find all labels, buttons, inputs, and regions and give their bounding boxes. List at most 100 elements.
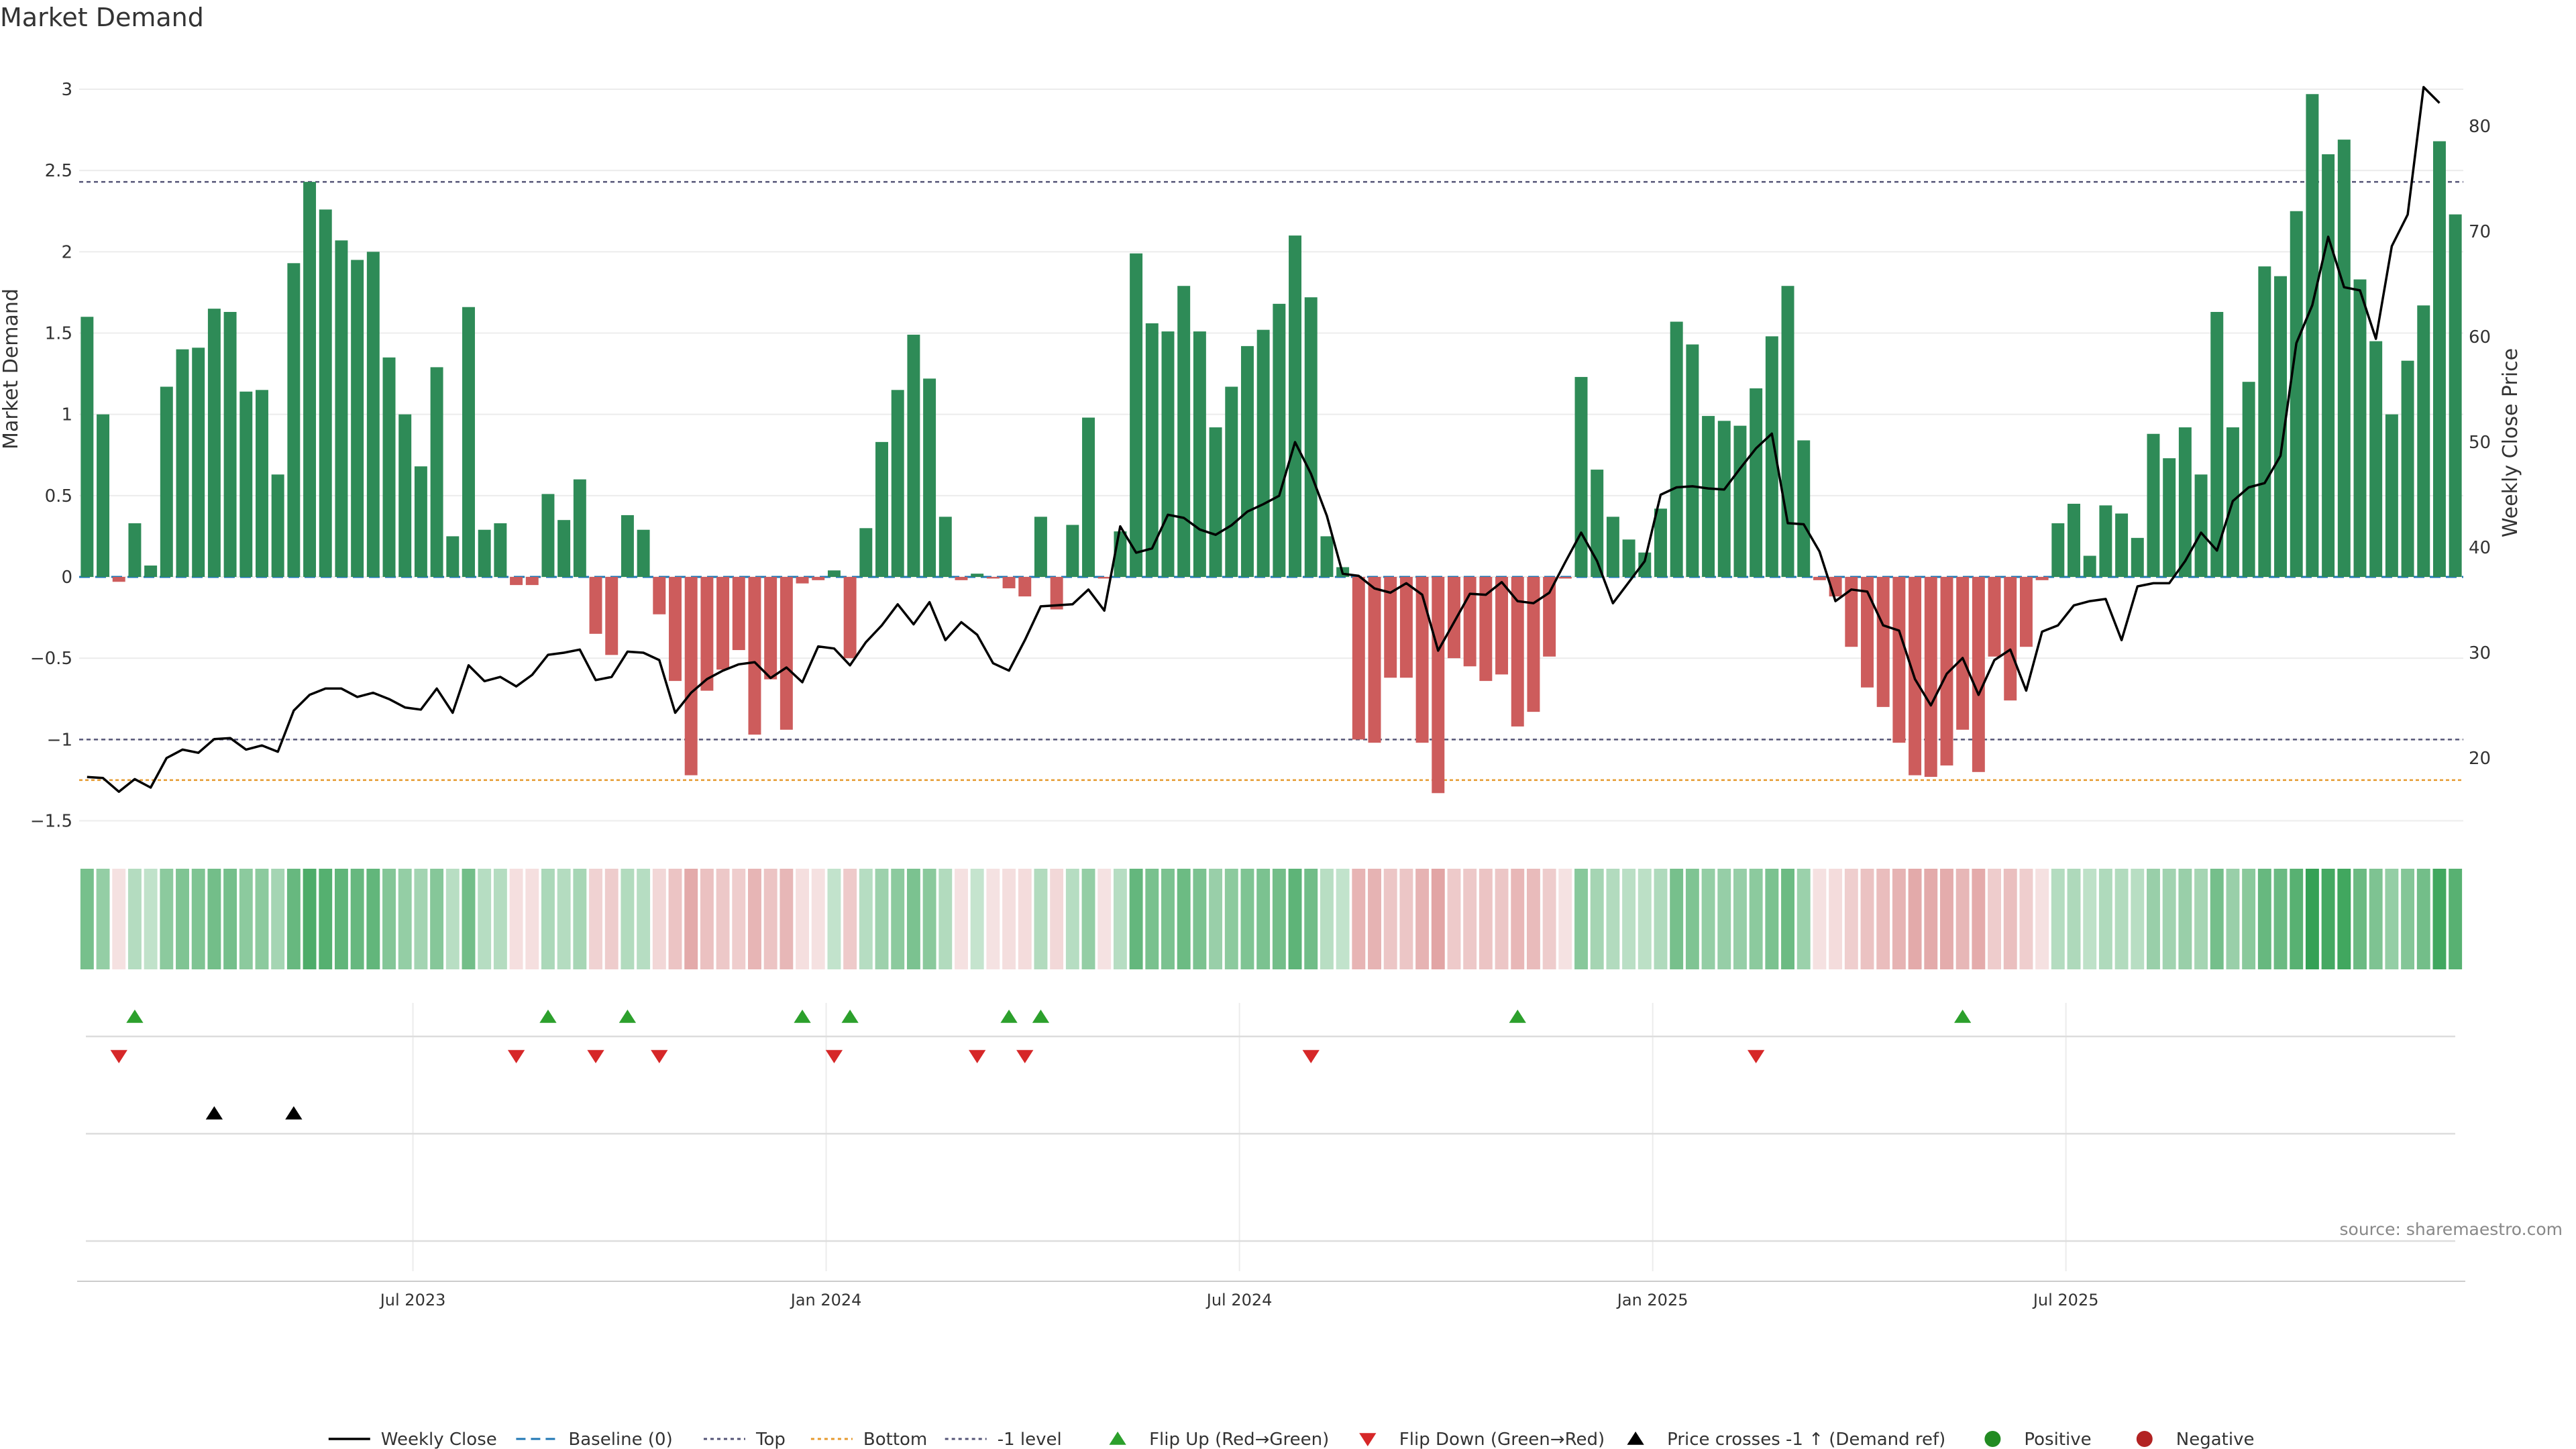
heat-cell	[1542, 869, 1556, 969]
legend-label: Weekly Close	[381, 1430, 497, 1449]
demand-bar	[764, 577, 777, 680]
demand-bar	[1352, 577, 1365, 740]
heat-cell	[2401, 869, 2415, 969]
flip-up-marker	[539, 1010, 557, 1023]
heat-cell	[1018, 869, 1032, 969]
heat-cell	[700, 869, 714, 969]
demand-bar	[748, 577, 761, 735]
heat-cell	[668, 869, 682, 969]
heat-cell	[970, 869, 984, 969]
heat-cell	[1097, 869, 1112, 969]
demand-bar	[2178, 427, 2192, 577]
heat-cell	[748, 869, 761, 969]
demand-bar	[875, 441, 888, 577]
y2-tick-label: 40	[2469, 538, 2491, 558]
demand-bar	[2290, 211, 2303, 577]
heat-cell	[1113, 869, 1127, 969]
demand-bar	[335, 240, 348, 577]
flip-down-marker	[1747, 1050, 1765, 1063]
demand-bar	[239, 391, 253, 577]
y2-tick-label: 20	[2469, 749, 2491, 769]
heat-cell	[286, 869, 301, 969]
demand-bar	[923, 378, 936, 577]
demand-bar	[1702, 416, 1715, 577]
demand-bar	[1193, 331, 1206, 577]
heat-cell	[1796, 869, 1811, 969]
demand-bar	[1304, 297, 1318, 577]
legend-item: -1 level	[945, 1430, 1062, 1449]
legend-label: Baseline (0)	[568, 1430, 672, 1449]
demand-bar	[1876, 577, 1890, 707]
heat-cell	[1972, 869, 1986, 969]
heat-cell	[223, 869, 237, 969]
legend-label: -1 level	[998, 1430, 1062, 1449]
demand-bar	[271, 474, 284, 577]
y-axis-left: 3 2.5 2 1.5 1 0.5 0 −0.5 −1 −1.5 Market Demand	[0, 80, 72, 832]
demand-bar	[684, 577, 698, 775]
flip-down-marker	[969, 1050, 986, 1063]
demand-bar	[891, 390, 904, 577]
demand-bar	[1892, 577, 1906, 743]
demand-bar	[732, 577, 745, 651]
heat-cell	[1924, 869, 1938, 969]
demand-bar	[176, 349, 189, 577]
heat-cell	[652, 869, 666, 969]
heat-cell	[811, 869, 825, 969]
heat-cell	[1320, 869, 1334, 969]
heat-cell	[541, 869, 555, 969]
demand-bar	[1591, 470, 1604, 577]
demand-bar	[97, 414, 110, 577]
heat-cell	[684, 869, 698, 969]
heat-cell	[2337, 869, 2351, 969]
heat-strip	[80, 869, 2463, 969]
demand-bar	[207, 309, 221, 577]
y-tick-label: 1.5	[45, 324, 72, 344]
demand-bar	[128, 523, 142, 577]
demand-bar	[1638, 552, 1652, 577]
heat-cell	[1622, 869, 1636, 969]
flip-up-marker	[1000, 1010, 1018, 1023]
heat-cell	[525, 869, 539, 969]
demand-bar	[859, 528, 873, 577]
legend-item: Positive	[1984, 1430, 2092, 1449]
heat-cell	[1081, 869, 1095, 969]
demand-bar	[573, 479, 586, 577]
heat-cell	[1495, 869, 1509, 969]
demand-bar	[2322, 154, 2335, 577]
demand-bar	[144, 566, 158, 577]
demand-bar	[1558, 577, 1572, 579]
heat-cell	[859, 869, 873, 969]
demand-bar	[1686, 344, 1699, 577]
heat-cell	[1765, 869, 1779, 969]
demand-bar	[637, 529, 650, 577]
demand-bar	[1781, 286, 1794, 577]
heat-cell	[1256, 869, 1271, 969]
heat-cell	[1383, 869, 1397, 969]
flip-up-marker	[1509, 1010, 1526, 1023]
demand-bar	[1161, 331, 1175, 577]
demand-bar	[843, 577, 857, 659]
heat-cell	[1685, 869, 1699, 969]
demand-bar	[2051, 523, 2065, 577]
flip-up-marker	[794, 1010, 811, 1023]
demand-bar	[80, 317, 94, 577]
heat-cell	[1526, 869, 1540, 969]
heat-cell	[2369, 869, 2383, 969]
demand-bar	[1940, 577, 1953, 766]
y-tick-label: −1.5	[30, 812, 72, 832]
heat-cell	[780, 869, 794, 969]
demand-bar	[1717, 421, 1731, 577]
demand-bar	[1002, 577, 1016, 588]
heat-cell	[986, 869, 1000, 969]
heat-cell	[1511, 869, 1525, 969]
heat-cell	[557, 869, 571, 969]
demand-bar	[1415, 577, 1429, 743]
heat-cell	[112, 869, 126, 969]
heat-cell	[2321, 869, 2335, 969]
y-tick-label: 3	[61, 80, 72, 100]
heat-cell	[1733, 869, 1747, 969]
heat-cell	[1940, 869, 1953, 969]
flip-up-marker	[1032, 1010, 1050, 1023]
demand-bar	[2337, 140, 2351, 577]
heat-cell	[2385, 869, 2399, 969]
